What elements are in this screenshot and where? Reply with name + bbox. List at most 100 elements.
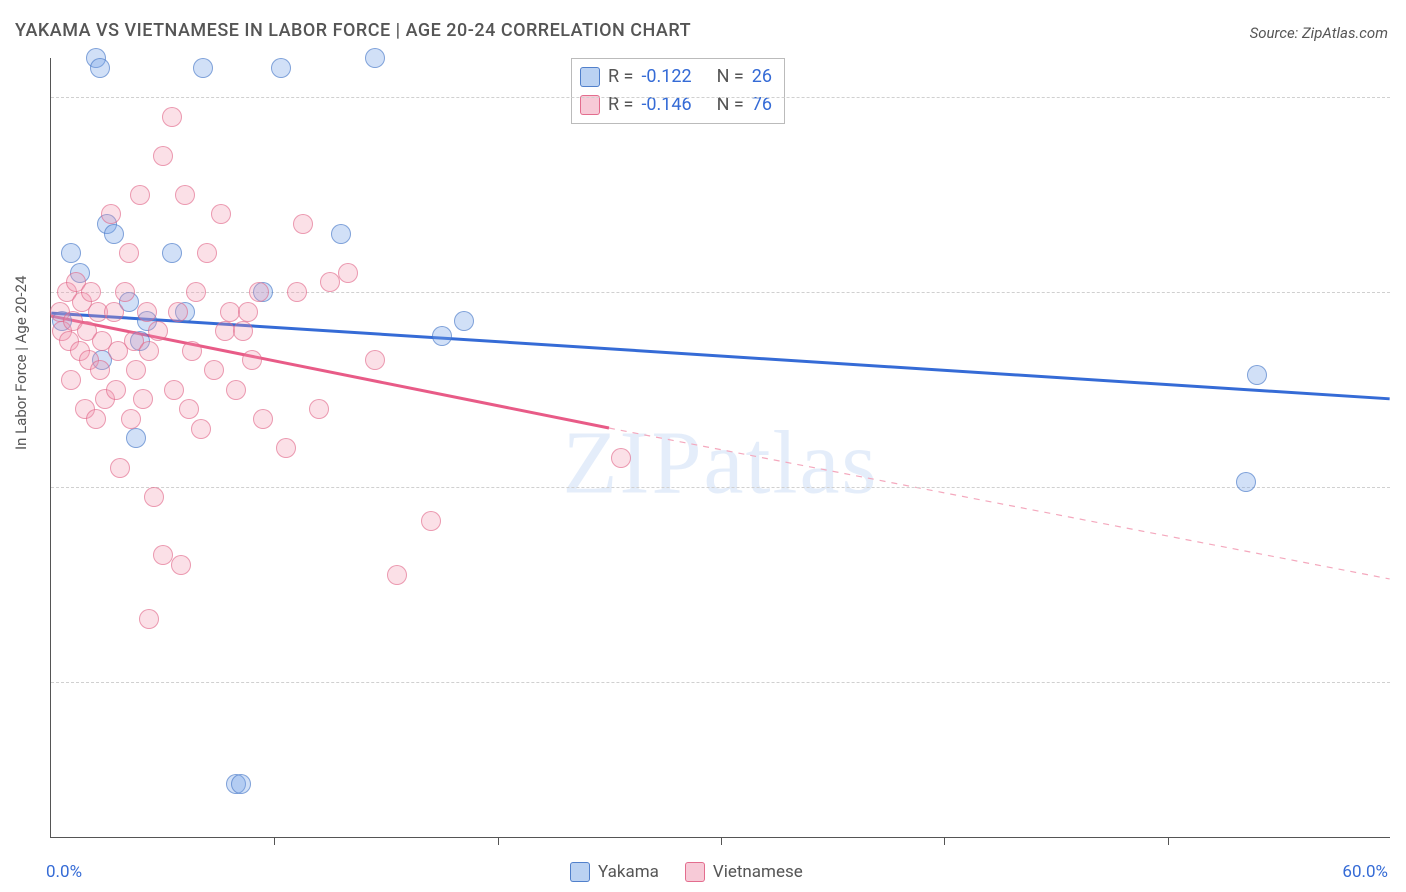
n-value: 26: [752, 63, 772, 91]
data-point-yakama: [1236, 472, 1256, 492]
data-point-yakama: [432, 326, 452, 346]
data-point-vietnamese: [106, 380, 126, 400]
watermark: ZIPatlas: [563, 412, 879, 515]
data-point-yakama: [365, 48, 385, 68]
data-point-vietnamese: [81, 282, 101, 302]
data-point-vietnamese: [309, 399, 329, 419]
legend-label-vietnamese: Vietnamese: [713, 862, 803, 882]
data-point-yakama: [126, 428, 146, 448]
x-tick: [944, 837, 945, 845]
n-value: 76: [752, 91, 772, 119]
plot-area: ZIPatlas R = -0.122 N = 26 R = -0.146 N …: [50, 58, 1390, 838]
data-point-vietnamese: [186, 282, 206, 302]
data-point-vietnamese: [171, 555, 191, 575]
data-point-vietnamese: [191, 419, 211, 439]
data-point-vietnamese: [387, 565, 407, 585]
r-value: -0.122: [641, 63, 691, 91]
x-tick: [274, 837, 275, 845]
data-point-vietnamese: [104, 302, 124, 322]
data-point-vietnamese: [320, 272, 340, 292]
x-tick-max: 60.0%: [1342, 862, 1388, 882]
data-point-vietnamese: [249, 282, 269, 302]
source-note: Source: ZipAtlas.com: [1250, 24, 1388, 42]
data-point-yakama: [231, 774, 251, 794]
data-point-vietnamese: [287, 282, 307, 302]
data-point-vietnamese: [162, 107, 182, 127]
trendline-vietnamese-dashed: [609, 428, 1390, 579]
data-point-vietnamese: [86, 409, 106, 429]
data-point-yakama: [331, 224, 351, 244]
chart-title: YAKAMA VS VIETNAMESE IN LABOR FORCE | AG…: [15, 20, 691, 41]
series-legend: Yakama Vietnamese: [570, 862, 803, 882]
r-label: R =: [608, 91, 633, 119]
x-tick: [498, 837, 499, 845]
data-point-vietnamese: [233, 321, 253, 341]
data-point-vietnamese: [144, 487, 164, 507]
data-point-vietnamese: [204, 360, 224, 380]
data-point-vietnamese: [126, 360, 146, 380]
x-tick: [721, 837, 722, 845]
data-point-yakama: [162, 243, 182, 263]
data-point-vietnamese: [226, 380, 246, 400]
data-point-yakama: [61, 243, 81, 263]
swatch-vietnamese: [580, 95, 600, 115]
legend-item-vietnamese: Vietnamese: [685, 862, 803, 882]
data-point-vietnamese: [139, 609, 159, 629]
grid-line: [51, 487, 1390, 488]
data-point-vietnamese: [148, 321, 168, 341]
data-point-vietnamese: [115, 282, 135, 302]
data-point-vietnamese: [276, 438, 296, 458]
legend-item-yakama: Yakama: [570, 862, 659, 882]
r-label: R =: [608, 63, 633, 91]
data-point-vietnamese: [153, 545, 173, 565]
data-point-vietnamese: [121, 409, 141, 429]
data-point-vietnamese: [61, 370, 81, 390]
data-point-vietnamese: [164, 380, 184, 400]
data-point-vietnamese: [238, 302, 258, 322]
data-point-vietnamese: [139, 341, 159, 361]
data-point-yakama: [90, 58, 110, 78]
data-point-yakama: [454, 311, 474, 331]
trendlines-layer: [51, 58, 1390, 837]
x-tick: [1168, 837, 1169, 845]
data-point-vietnamese: [211, 204, 231, 224]
data-point-vietnamese: [137, 302, 157, 322]
data-point-vietnamese: [182, 341, 202, 361]
grid-line: [51, 97, 1390, 98]
data-point-yakama: [104, 224, 124, 244]
swatch-yakama: [580, 67, 600, 87]
y-axis-label: In Labor Force | Age 20-24: [12, 276, 30, 450]
stats-row-vietnamese: R = -0.146 N = 76: [580, 91, 772, 119]
data-point-vietnamese: [133, 389, 153, 409]
data-point-vietnamese: [242, 350, 262, 370]
data-point-vietnamese: [130, 185, 150, 205]
n-label: N =: [717, 91, 744, 119]
data-point-vietnamese: [293, 214, 313, 234]
data-point-vietnamese: [175, 185, 195, 205]
data-point-vietnamese: [421, 511, 441, 531]
data-point-yakama: [193, 58, 213, 78]
data-point-vietnamese: [153, 146, 173, 166]
swatch-yakama: [570, 862, 590, 882]
data-point-vietnamese: [338, 263, 358, 283]
data-point-yakama: [1247, 365, 1267, 385]
n-label: N =: [717, 63, 744, 91]
legend-label-yakama: Yakama: [598, 862, 659, 882]
data-point-vietnamese: [110, 458, 130, 478]
grid-line: [51, 682, 1390, 683]
stats-legend: R = -0.122 N = 26 R = -0.146 N = 76: [571, 58, 785, 124]
x-tick-min: 0.0%: [46, 862, 82, 882]
swatch-vietnamese: [685, 862, 705, 882]
stats-row-yakama: R = -0.122 N = 26: [580, 63, 772, 91]
data-point-vietnamese: [179, 399, 199, 419]
data-point-vietnamese: [101, 204, 121, 224]
data-point-vietnamese: [253, 409, 273, 429]
r-value: -0.146: [641, 91, 691, 119]
data-point-vietnamese: [119, 243, 139, 263]
data-point-vietnamese: [90, 360, 110, 380]
data-point-vietnamese: [197, 243, 217, 263]
data-point-vietnamese: [168, 302, 188, 322]
data-point-vietnamese: [611, 448, 631, 468]
data-point-vietnamese: [365, 350, 385, 370]
data-point-yakama: [271, 58, 291, 78]
